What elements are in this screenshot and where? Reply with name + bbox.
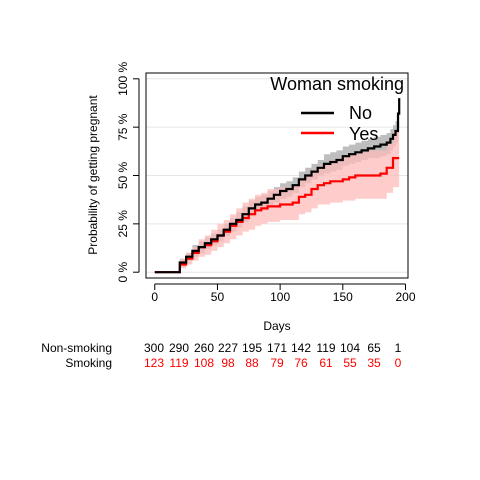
x-axis-label: Days (263, 319, 290, 333)
legend-title: Woman smoking (270, 74, 404, 94)
x-tick-label-50: 50 (211, 290, 225, 304)
legend-label-yes: Yes (349, 124, 378, 144)
survival-curves (154, 98, 401, 274)
risk-cell-1-5: 79 (270, 356, 284, 370)
legend-label-no: No (349, 103, 372, 123)
risk-cell-0-2: 260 (194, 341, 214, 355)
y-tick-label-4: 100 % (116, 61, 130, 95)
y-tick-label-2: 50 % (116, 161, 130, 189)
risk-cell-0-5: 171 (267, 341, 287, 355)
risk-cell-0-7: 119 (316, 341, 335, 355)
risk-cell-1-1: 119 (169, 356, 188, 370)
y-axis-label: Probability of getting pregnant (86, 95, 100, 255)
risk-cell-0-9: 65 (367, 341, 381, 355)
risk-cell-1-10: 0 (395, 356, 402, 370)
x-tick-label-0: 0 (151, 290, 158, 304)
risk-row-label-0: Non-smoking (41, 341, 112, 355)
grid-lines (146, 78, 408, 273)
risk-cell-0-1: 290 (169, 341, 189, 355)
plot-frame (145, 72, 409, 279)
legend: Woman smoking No Yes (270, 74, 404, 144)
risk-cell-1-3: 98 (221, 356, 235, 370)
risk-cell-0-3: 227 (218, 341, 238, 355)
band-yes (154, 131, 400, 273)
confidence-bands (154, 86, 400, 273)
risk-cell-1-0: 123 (144, 356, 164, 370)
x-tick-label-200: 200 (395, 290, 415, 304)
x-tick-label-100: 100 (270, 290, 290, 304)
y-tick-label-3: 75 % (116, 113, 130, 141)
risk-cell-0-4: 195 (242, 341, 262, 355)
risk-row-label-1: Smoking (65, 356, 112, 370)
y-axis: 0 % 25 % 50 % 75 % 100 % (116, 61, 140, 283)
y-tick-label-0: 0 % (116, 262, 130, 283)
risk-cell-1-9: 35 (367, 356, 381, 370)
y-tick-label-1: 25 % (116, 210, 130, 238)
risk-cell-0-6: 142 (291, 341, 311, 355)
x-tick-label-150: 150 (333, 290, 353, 304)
risk-cell-1-2: 108 (194, 356, 214, 370)
risk-cell-1-8: 55 (343, 356, 357, 370)
risk-cell-0-10: 1 (395, 341, 402, 355)
risk-cell-0-8: 104 (340, 341, 360, 355)
risk-cell-1-6: 76 (294, 356, 308, 370)
risk-table: Non-smoking 300 290 260 227 195 171 142 119 104 65… (41, 341, 401, 370)
x-axis: 0 50 100 150 200 (151, 283, 416, 304)
curve-no (154, 98, 401, 274)
risk-cell-1-7: 61 (319, 356, 333, 370)
risk-cell-0-0: 300 (144, 341, 164, 355)
risk-cell-1-4: 88 (245, 356, 259, 370)
